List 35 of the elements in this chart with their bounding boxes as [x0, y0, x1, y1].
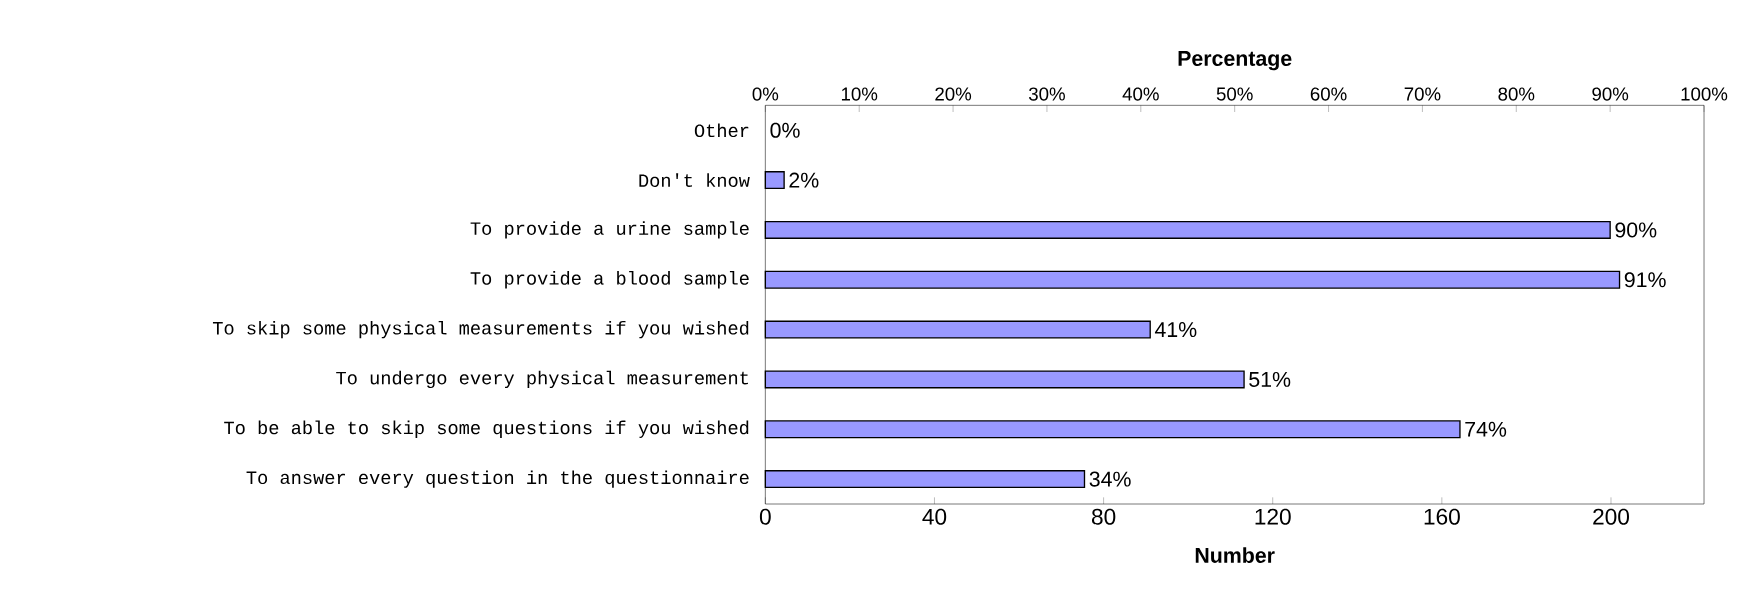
x-tick-label: 40	[922, 508, 947, 525]
x2-tick-label: 50%	[1216, 87, 1253, 101]
x2-tick-label: 0%	[752, 87, 779, 101]
x2-tick-label: 80%	[1498, 87, 1535, 101]
x2-axis-title: Percentage	[1178, 51, 1292, 71]
x2-tick-label: 70%	[1404, 87, 1441, 101]
x2-tick-label: 40%	[1122, 87, 1159, 101]
x2-tick-label: 20%	[935, 87, 972, 101]
x2-tick-label: 60%	[1310, 87, 1347, 101]
data-label: 91%	[1624, 272, 1666, 288]
x-tick-label: 0	[759, 508, 771, 525]
x-tick-label: 160	[1424, 508, 1460, 525]
data-label: 90%	[1615, 222, 1657, 238]
y-tick-label: Other	[694, 123, 749, 138]
x2-tick-label: 100%	[1681, 87, 1728, 101]
y-tick-label: To answer every question in the questionnaire	[246, 470, 749, 488]
data-label: 0%	[770, 122, 800, 138]
x2-tick-label: 30%	[1028, 87, 1065, 101]
data-label: 51%	[1249, 371, 1291, 387]
y-tick-label: To skip some physical measurements if you wished	[212, 320, 749, 339]
y-tick-label: To provide a urine sample	[470, 221, 749, 239]
y-tick-label: To be able to skip some questions if you wished	[224, 420, 749, 438]
data-label: 2%	[789, 172, 819, 188]
x-axis-title: Number	[1195, 547, 1275, 563]
y-tick-label: To undergo every physical measurement	[336, 370, 748, 389]
data-label: 41%	[1154, 322, 1197, 338]
x2-tick-label: 10%	[841, 87, 878, 101]
data-label: 34%	[1089, 471, 1131, 487]
x-tick-label: 80	[1091, 508, 1116, 525]
x-tick-label: 120	[1255, 508, 1291, 525]
x2-tick-label: 90%	[1592, 87, 1629, 101]
data-label: 74%	[1465, 421, 1507, 437]
y-tick-label: To provide a blood sample	[470, 271, 749, 289]
x-tick-label: 200	[1593, 508, 1630, 525]
y-tick-label: Don't know	[639, 173, 750, 187]
